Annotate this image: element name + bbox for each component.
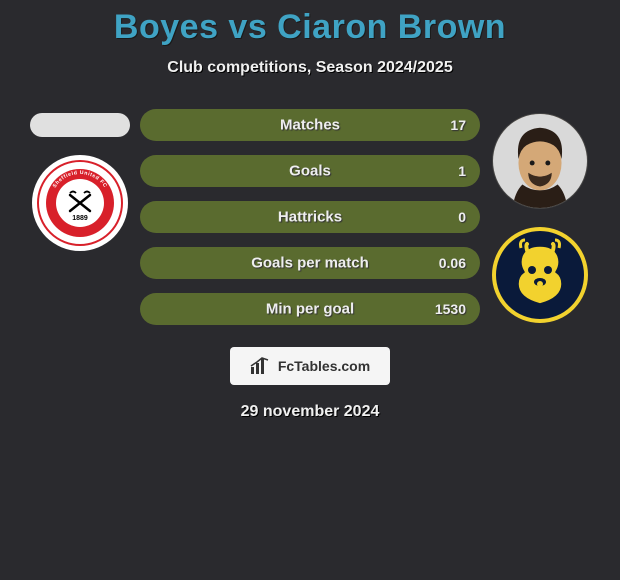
stat-value: 17 (450, 117, 466, 133)
stat-label: Goals per match (251, 255, 369, 272)
bar-chart-icon (250, 357, 272, 375)
stat-label: Goals (289, 163, 331, 180)
stat-value: 0 (458, 209, 466, 225)
stat-bar-matches: Matches 17 (140, 109, 480, 141)
comparison-area: 1889 Sheffield United FC Matches 17 Goal… (0, 109, 620, 325)
stat-label: Hattricks (278, 209, 342, 226)
stat-bar-goals-per-match: Goals per match 0.06 (140, 247, 480, 279)
brand-badge[interactable]: FcTables.com (230, 347, 390, 385)
stat-label: Matches (280, 117, 340, 134)
player-avatar-left (30, 113, 130, 137)
stat-bar-goals: Goals 1 (140, 155, 480, 187)
oxford-united-crest-icon (501, 236, 579, 314)
comparison-title: Boyes vs Ciaron Brown (0, 8, 620, 47)
stat-value: 1 (458, 163, 466, 179)
subtitle: Club competitions, Season 2024/2025 (0, 59, 620, 77)
left-player-column: 1889 Sheffield United FC (20, 109, 140, 251)
stat-value: 0.06 (439, 255, 466, 271)
player-avatar-right (492, 113, 588, 209)
right-player-column (480, 109, 600, 323)
player-face-icon (493, 113, 587, 209)
stat-label: Min per goal (266, 301, 354, 318)
sheffield-united-crest-icon: 1889 Sheffield United FC (37, 160, 123, 246)
stat-value: 1530 (435, 301, 466, 317)
club-badge-right (492, 227, 588, 323)
stat-bars: Matches 17 Goals 1 Hattricks 0 Goals per… (140, 109, 480, 325)
crest-year: 1889 (72, 215, 88, 222)
club-badge-left: 1889 Sheffield United FC (32, 155, 128, 251)
brand-text: FcTables.com (278, 358, 370, 374)
comparison-date: 29 november 2024 (0, 403, 620, 421)
stat-bar-min-per-goal: Min per goal 1530 (140, 293, 480, 325)
stat-bar-hattricks: Hattricks 0 (140, 201, 480, 233)
